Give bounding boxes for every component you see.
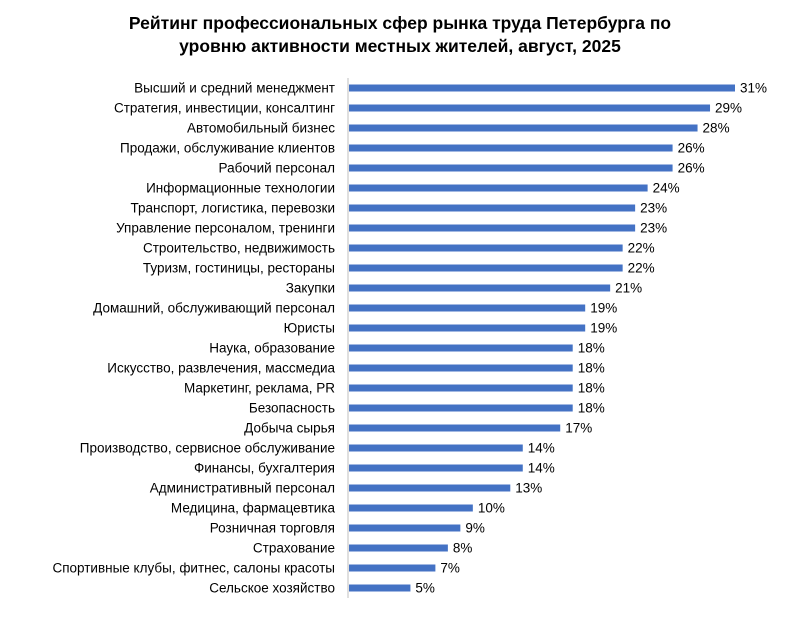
- category-label: Маркетинг, реклама, PR: [184, 381, 335, 396]
- bar: [349, 384, 573, 392]
- category-label: Туризм, гостиницы, рестораны: [143, 261, 335, 276]
- bar: [349, 584, 411, 592]
- bar: [349, 344, 573, 352]
- category-label: Сельское хозяйство: [209, 581, 335, 596]
- value-label: 14%: [528, 441, 555, 456]
- value-label: 22%: [628, 261, 655, 276]
- bar: [349, 204, 636, 212]
- category-label: Рабочий персонал: [219, 161, 335, 176]
- bar: [349, 244, 623, 252]
- bar: [349, 544, 448, 552]
- category-label: Спортивные клубы, фитнес, салоны красоты: [52, 561, 335, 576]
- value-label: 31%: [740, 81, 767, 96]
- value-label: 18%: [578, 361, 605, 376]
- bar: [349, 144, 673, 152]
- category-label: Розничная торговля: [210, 521, 335, 536]
- bar: [349, 264, 623, 272]
- bars-group: Высший и средний менеджмент 31% Стратегия,…: [52, 81, 767, 596]
- value-label: 13%: [515, 481, 542, 496]
- category-label: Добыча сырья: [244, 421, 335, 436]
- category-label: Закупки: [286, 281, 335, 296]
- bar: [349, 104, 711, 112]
- value-label: 5%: [415, 581, 435, 596]
- bar: [349, 404, 573, 412]
- bar: [349, 124, 698, 132]
- bar: [349, 424, 561, 432]
- category-label: Высший и средний менеджмент: [134, 81, 335, 96]
- value-label: 17%: [565, 421, 592, 436]
- bar: [349, 524, 461, 532]
- value-label: 9%: [465, 521, 485, 536]
- value-label: 23%: [640, 201, 667, 216]
- category-label: Домашний, обслуживающий персонал: [93, 301, 335, 316]
- bar: [349, 364, 573, 372]
- bar: [349, 284, 611, 292]
- value-label: 18%: [578, 341, 605, 356]
- bar: [349, 184, 648, 192]
- bar: [349, 324, 586, 332]
- value-label: 18%: [578, 401, 605, 416]
- category-label: Производство, сервисное обслуживание: [80, 441, 335, 456]
- value-label: 24%: [653, 181, 680, 196]
- category-label: Управление персоналом, тренинги: [116, 221, 335, 236]
- bar: [349, 484, 511, 492]
- value-label: 19%: [590, 301, 617, 316]
- chart-title-line-1: Рейтинг профессиональных сфер рынка труд…: [128, 13, 672, 33]
- category-label: Строительство, недвижимость: [143, 241, 335, 256]
- value-label: 26%: [678, 161, 705, 176]
- category-label: Безопасность: [249, 401, 335, 416]
- bar: [349, 164, 673, 172]
- chart-title: Рейтинг профессиональных сфер рынка труд…: [0, 12, 800, 58]
- value-label: 28%: [703, 121, 730, 136]
- category-label: Искусство, развлечения, массмедиа: [107, 361, 335, 376]
- value-label: 23%: [640, 221, 667, 236]
- bar: [349, 504, 473, 512]
- category-label: Медицина, фармацевтика: [171, 501, 336, 516]
- category-label: Автомобильный бизнес: [187, 121, 335, 136]
- category-label: Страхование: [253, 541, 335, 556]
- value-label: 19%: [590, 321, 617, 336]
- value-label: 7%: [440, 561, 460, 576]
- bar: [349, 464, 523, 472]
- value-label: 18%: [578, 381, 605, 396]
- category-label: Юристы: [284, 321, 335, 336]
- value-label: 21%: [615, 281, 642, 296]
- value-label: 8%: [453, 541, 473, 556]
- value-label: 10%: [478, 501, 505, 516]
- value-label: 14%: [528, 461, 555, 476]
- bar: [349, 304, 586, 312]
- bar: [349, 444, 523, 452]
- value-label: 29%: [715, 101, 742, 116]
- bar: [349, 224, 636, 232]
- value-label: 26%: [678, 141, 705, 156]
- category-label: Транспорт, логистика, перевозки: [131, 201, 335, 216]
- category-label: Стратегия, инвестиции, консалтинг: [114, 101, 335, 116]
- category-label: Финансы, бухгалтерия: [194, 461, 335, 476]
- bar: [349, 84, 735, 92]
- category-label: Административный персонал: [150, 481, 335, 496]
- bar: [349, 564, 436, 572]
- value-label: 22%: [628, 241, 655, 256]
- chart-title-line-2: уровню активности местных жителей, авгус…: [179, 36, 621, 56]
- category-label: Продажи, обслуживание клиентов: [120, 141, 335, 156]
- category-label: Информационные технологии: [146, 181, 335, 196]
- category-label: Наука, образование: [209, 341, 335, 356]
